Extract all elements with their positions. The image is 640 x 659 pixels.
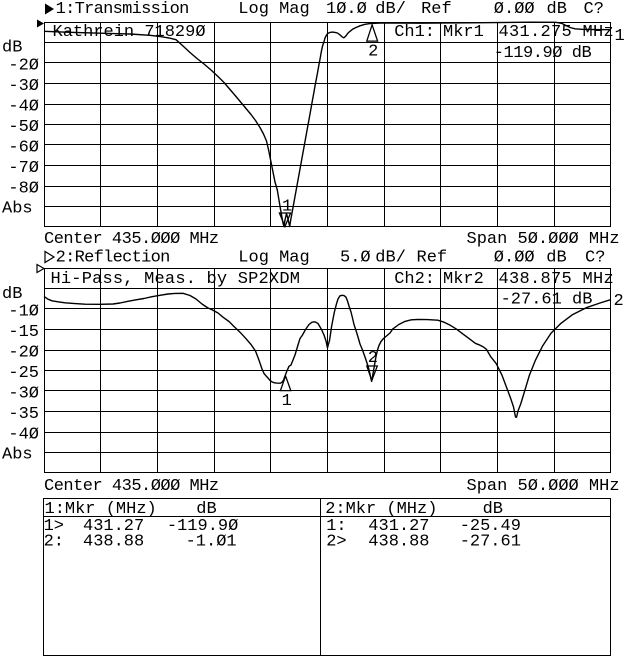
svg-text:-119.9Ø: -119.9Ø — [167, 517, 238, 536]
svg-text:431.27: 431.27 — [83, 517, 144, 536]
svg-text:2:Mkr (MHz): 2:Mkr (MHz) — [325, 500, 437, 519]
svg-text:-6Ø: -6Ø — [8, 139, 39, 158]
svg-text:5.Ø: 5.Ø — [340, 249, 371, 268]
svg-text:-1Ø: -1Ø — [8, 302, 39, 321]
svg-text:Center 435.ØØØ MHz: Center 435.ØØØ MHz — [44, 230, 219, 249]
svg-text:-8Ø: -8Ø — [8, 180, 39, 199]
svg-text:-2Ø: -2Ø — [8, 57, 39, 76]
svg-text:Abs: Abs — [2, 200, 33, 219]
svg-text:1:Mkr (MHz): 1:Mkr (MHz) — [45, 500, 157, 519]
svg-text:1: 1 — [615, 27, 625, 46]
svg-text:2:: 2: — [44, 533, 64, 552]
svg-text:-2Ø: -2Ø — [8, 343, 39, 362]
svg-text:Ch1:: Ch1: — [394, 23, 435, 42]
svg-text:438.875 MHz: 438.875 MHz — [499, 270, 615, 289]
svg-text:Ø.ØØ: Ø.ØØ — [494, 249, 535, 268]
svg-text:-25.49: -25.49 — [460, 517, 521, 536]
svg-text:Ø.ØØ: Ø.ØØ — [494, 0, 535, 19]
svg-text:-4Ø: -4Ø — [8, 98, 39, 117]
svg-text:dB: dB — [546, 249, 566, 268]
svg-text:1:Transmission: 1:Transmission — [56, 0, 189, 19]
svg-text:438.88: 438.88 — [83, 533, 144, 552]
svg-text:2: 2 — [368, 43, 378, 62]
svg-text:Span 5Ø.ØØØ MHz: Span 5Ø.ØØØ MHz — [467, 477, 620, 496]
svg-text:Span 5Ø.ØØØ MHz: Span 5Ø.ØØØ MHz — [467, 230, 620, 249]
svg-text:-3Ø: -3Ø — [8, 77, 39, 96]
svg-text:C?: C? — [585, 249, 605, 268]
svg-text:2: 2 — [368, 349, 378, 368]
svg-text:2:Reflection: 2:Reflection — [56, 249, 170, 268]
svg-text:dB/: dB/ — [375, 0, 406, 19]
svg-text:Log Mag: Log Mag — [238, 0, 309, 19]
svg-text:-4Ø: -4Ø — [8, 425, 39, 444]
svg-text:-1.Ø1: -1.Ø1 — [186, 533, 237, 552]
svg-text:Ref: Ref — [417, 249, 448, 268]
svg-text:1: 1 — [282, 392, 292, 411]
svg-text:dB: dB — [196, 500, 216, 519]
svg-text:-27.61 dB: -27.61 dB — [501, 291, 593, 310]
svg-text:1>: 1> — [44, 517, 64, 536]
svg-text:2>: 2> — [326, 533, 346, 552]
svg-text:2: 2 — [614, 292, 624, 311]
svg-text:Mkr2: Mkr2 — [443, 270, 484, 289]
svg-text:-3Ø: -3Ø — [8, 384, 39, 403]
svg-text:-35: -35 — [8, 405, 39, 424]
svg-text:1Ø.Ø: 1Ø.Ø — [326, 0, 367, 19]
svg-text:Ch2:: Ch2: — [394, 270, 435, 289]
svg-text:438.88: 438.88 — [368, 533, 429, 552]
svg-text:Center 435.ØØØ MHz: Center 435.ØØØ MHz — [44, 477, 219, 496]
svg-text:1:: 1: — [326, 517, 346, 536]
svg-text:Hi-Pass, Meas. by SP2XDM: Hi-Pass, Meas. by SP2XDM — [51, 270, 301, 289]
svg-text:Abs: Abs — [2, 446, 33, 465]
svg-text:-7Ø: -7Ø — [8, 159, 39, 178]
svg-text:Log Mag: Log Mag — [238, 249, 309, 268]
svg-text:-119.9Ø dB: -119.9Ø dB — [494, 44, 592, 63]
svg-text:-27.61: -27.61 — [460, 533, 521, 552]
svg-text:dB: dB — [2, 285, 22, 304]
svg-text:dB/: dB/ — [375, 249, 406, 268]
svg-text:431.27: 431.27 — [368, 517, 429, 536]
svg-text:Ref: Ref — [421, 0, 452, 19]
svg-text:dB: dB — [483, 500, 503, 519]
svg-text:1: 1 — [282, 198, 292, 217]
svg-text:C?: C? — [584, 0, 604, 19]
svg-text:-15: -15 — [8, 323, 39, 342]
svg-text:Mkr1: Mkr1 — [443, 23, 484, 42]
svg-text:-5Ø: -5Ø — [8, 118, 39, 137]
svg-text:dB: dB — [547, 0, 567, 19]
svg-text:dB: dB — [2, 39, 22, 58]
svg-text:431.275 MHz: 431.275 MHz — [499, 23, 615, 42]
svg-text:-25: -25 — [8, 364, 39, 383]
